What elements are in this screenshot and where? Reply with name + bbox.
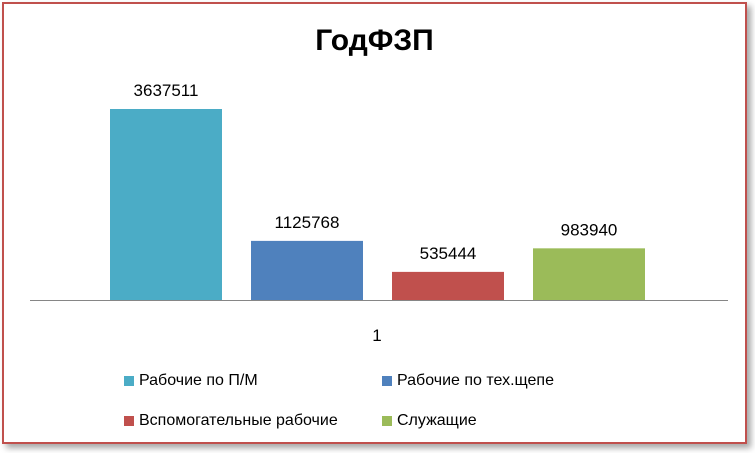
legend-item-1: Рабочие по тех.щепе — [382, 372, 554, 390]
legend-item-2: Вспомогательные рабочие — [124, 412, 338, 430]
bar-1 — [251, 240, 363, 300]
bar-0 — [110, 109, 222, 300]
legend-label-2: Вспомогательные рабочие — [139, 412, 338, 429]
legend-item-0: Рабочие по П/М — [124, 372, 258, 390]
legend-swatch-0 — [124, 376, 134, 386]
bar-chart-plot: 3637511 1125768 535444 983940 1 — [30, 81, 728, 345]
chart-title: ГодФЗП — [315, 24, 434, 57]
bar-value-label-2: 535444 — [420, 244, 477, 263]
legend-label-0: Рабочие по П/М — [139, 372, 258, 389]
category-label: 1 — [372, 326, 381, 345]
chart-frame: ГодФЗП 3637511 1125768 535444 983940 1 Рабо… — [2, 2, 747, 444]
bar-3 — [533, 248, 645, 300]
bars-group: 3637511 1125768 535444 983940 — [110, 81, 645, 300]
legend-label-3: Служащие — [397, 412, 477, 429]
bar-2 — [392, 271, 504, 300]
legend-swatch-2 — [124, 416, 134, 426]
bar-value-label-1: 1125768 — [275, 213, 340, 232]
bar-value-label-3: 983940 — [561, 220, 618, 239]
legend-item-3: Служащие — [382, 412, 477, 430]
legend-label-1: Рабочие по тех.щепе — [397, 372, 554, 389]
legend-swatch-3 — [382, 416, 392, 426]
legend-swatch-1 — [382, 376, 392, 386]
bar-value-label-0: 3637511 — [134, 81, 199, 100]
